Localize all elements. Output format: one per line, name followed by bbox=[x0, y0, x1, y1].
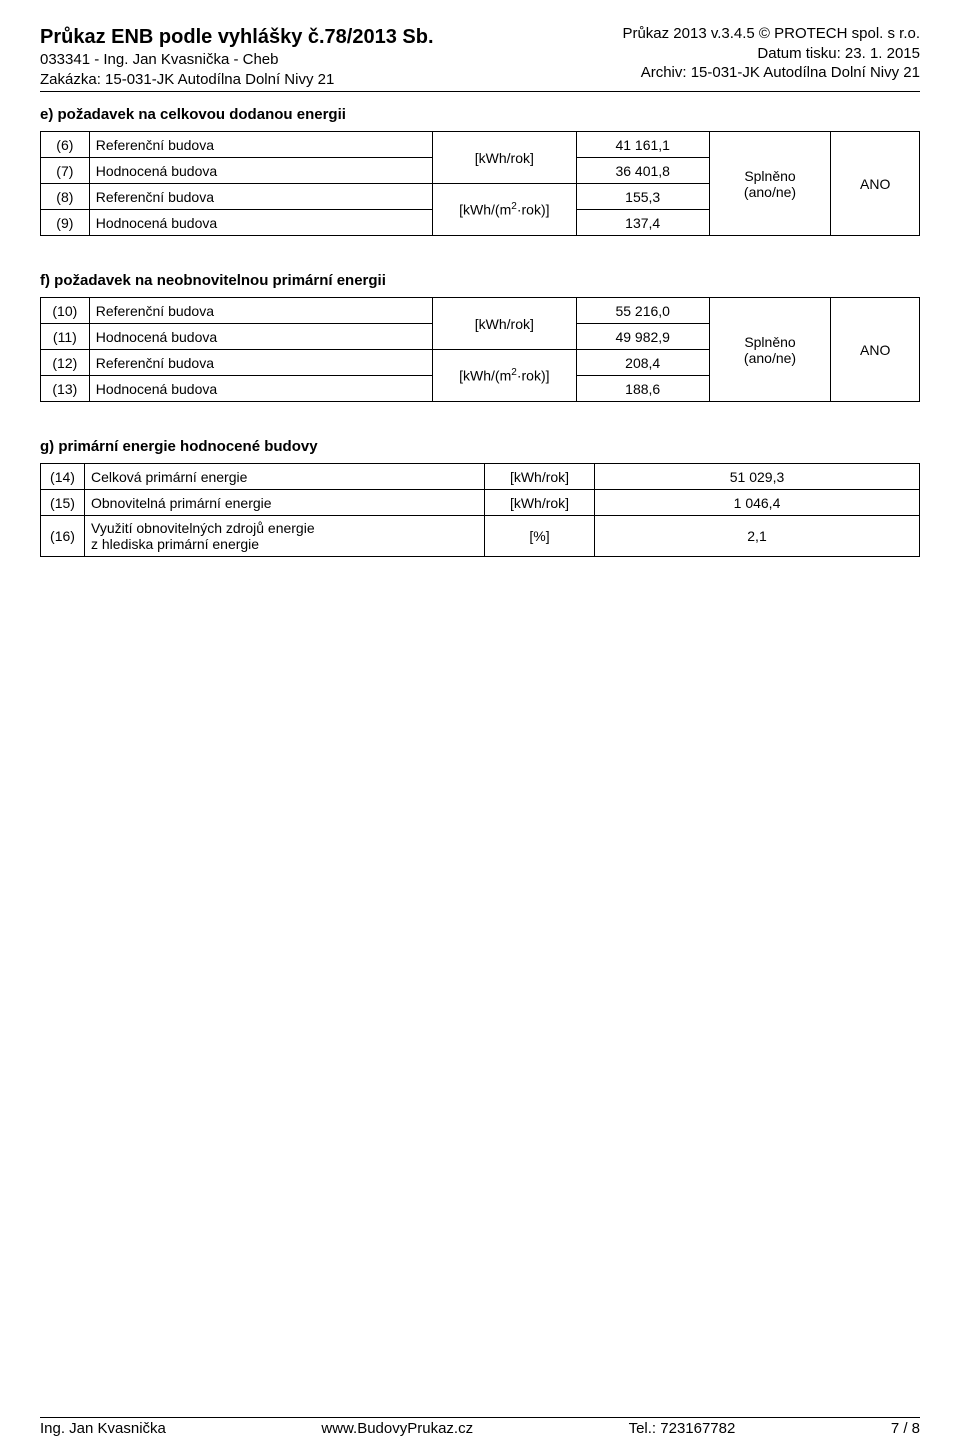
row-value: 2,1 bbox=[595, 516, 920, 557]
row-label-l1: Využití obnovitelných zdrojů energie bbox=[91, 520, 315, 536]
unit-cell: [kWh/(m2·rok)] bbox=[432, 350, 576, 402]
row-label: Celková primární energie bbox=[85, 464, 485, 490]
row-label: Referenční budova bbox=[89, 132, 432, 158]
row-value: 55 216,0 bbox=[576, 298, 709, 324]
page: Průkaz ENB podle vyhlášky č.78/2013 Sb. … bbox=[0, 0, 960, 1455]
row-value: 41 161,1 bbox=[576, 132, 709, 158]
row-num: (14) bbox=[41, 464, 85, 490]
page-footer: Ing. Jan Kvasnička www.BudovyPrukaz.cz T… bbox=[40, 1417, 920, 1437]
header-left-line2: 033341 - Ing. Jan Kvasnička - Cheb bbox=[40, 50, 434, 70]
row-label: Hodnocená budova bbox=[89, 324, 432, 350]
page-header: Průkaz ENB podle vyhlášky č.78/2013 Sb. … bbox=[40, 24, 920, 92]
splneno-cell: Splněno (ano/ne) bbox=[709, 298, 831, 402]
row-unit: [kWh/rok] bbox=[485, 464, 595, 490]
row-label: Referenční budova bbox=[89, 298, 432, 324]
header-right-line3: Archiv: 15-031-JK Autodílna Dolní Nivy 2… bbox=[622, 63, 920, 83]
header-right-line1: Průkaz 2013 v.3.4.5 © PROTECH spol. s r.… bbox=[622, 24, 920, 44]
footer-page: 7 / 8 bbox=[891, 1420, 920, 1437]
header-left-line3: Zakázka: 15-031-JK Autodílna Dolní Nivy … bbox=[40, 70, 434, 90]
footer-center: www.BudovyPrukaz.cz bbox=[321, 1420, 473, 1437]
row-value: 188,6 bbox=[576, 376, 709, 402]
splneno-cell: Splněno (ano/ne) bbox=[709, 132, 831, 236]
row-label: Využití obnovitelných zdrojů energie z h… bbox=[85, 516, 485, 557]
footer-tel: Tel.: 723167782 bbox=[629, 1420, 736, 1437]
row-num: (11) bbox=[41, 324, 90, 350]
unit2-prefix: [kWh/(m bbox=[459, 202, 511, 218]
row-num: (8) bbox=[41, 184, 90, 210]
table-row: (10) Referenční budova [kWh/rok] 55 216,… bbox=[41, 298, 920, 324]
section-e-title: e) požadavek na celkovou dodanou energii bbox=[40, 106, 920, 123]
table-row: (6) Referenční budova [kWh/rok] 41 161,1… bbox=[41, 132, 920, 158]
row-num: (12) bbox=[41, 350, 90, 376]
unit-cell: [kWh/rok] bbox=[432, 132, 576, 184]
row-num: (13) bbox=[41, 376, 90, 402]
row-unit: [kWh/rok] bbox=[485, 490, 595, 516]
row-value: 51 029,3 bbox=[595, 464, 920, 490]
section-g-title: g) primární energie hodnocené budovy bbox=[40, 438, 920, 455]
splneno-l2: (ano/ne) bbox=[744, 184, 796, 200]
row-label: Hodnocená budova bbox=[89, 376, 432, 402]
splneno-l1: Splněno bbox=[744, 334, 795, 350]
row-num: (9) bbox=[41, 210, 90, 236]
row-value: 1 046,4 bbox=[595, 490, 920, 516]
row-label: Referenční budova bbox=[89, 350, 432, 376]
row-num: (16) bbox=[41, 516, 85, 557]
unit2-suffix: ·rok)] bbox=[517, 202, 550, 218]
header-right: Průkaz 2013 v.3.4.5 © PROTECH spol. s r.… bbox=[622, 24, 920, 89]
row-value: 208,4 bbox=[576, 350, 709, 376]
row-value: 49 982,9 bbox=[576, 324, 709, 350]
unit2-suffix: ·rok)] bbox=[517, 368, 550, 384]
unit-cell: [kWh/rok] bbox=[432, 298, 576, 350]
table-row: (15) Obnovitelná primární energie [kWh/r… bbox=[41, 490, 920, 516]
splneno-l2: (ano/ne) bbox=[744, 350, 796, 366]
row-value: 36 401,8 bbox=[576, 158, 709, 184]
table-row: (14) Celková primární energie [kWh/rok] … bbox=[41, 464, 920, 490]
row-num: (10) bbox=[41, 298, 90, 324]
splneno-l1: Splněno bbox=[744, 168, 795, 184]
row-value: 155,3 bbox=[576, 184, 709, 210]
row-num: (7) bbox=[41, 158, 90, 184]
row-unit: [%] bbox=[485, 516, 595, 557]
header-title: Průkaz ENB podle vyhlášky č.78/2013 Sb. bbox=[40, 24, 434, 50]
header-left: Průkaz ENB podle vyhlášky č.78/2013 Sb. … bbox=[40, 24, 434, 89]
row-value: 137,4 bbox=[576, 210, 709, 236]
row-label: Obnovitelná primární energie bbox=[85, 490, 485, 516]
unit-cell: [kWh/(m2·rok)] bbox=[432, 184, 576, 236]
row-label-l2: z hlediska primární energie bbox=[91, 536, 259, 552]
unit2-prefix: [kWh/(m bbox=[459, 368, 511, 384]
header-right-line2: Datum tisku: 23. 1. 2015 bbox=[622, 44, 920, 64]
row-num: (6) bbox=[41, 132, 90, 158]
row-label: Hodnocená budova bbox=[89, 210, 432, 236]
result-cell: ANO bbox=[831, 132, 920, 236]
section-f-title: f) požadavek na neobnovitelnou primární … bbox=[40, 272, 920, 289]
result-cell: ANO bbox=[831, 298, 920, 402]
footer-left: Ing. Jan Kvasnička bbox=[40, 1420, 166, 1437]
row-num: (15) bbox=[41, 490, 85, 516]
section-e-table: (6) Referenční budova [kWh/rok] 41 161,1… bbox=[40, 131, 920, 236]
section-g-table: (14) Celková primární energie [kWh/rok] … bbox=[40, 463, 920, 557]
row-label: Hodnocená budova bbox=[89, 158, 432, 184]
row-label: Referenční budova bbox=[89, 184, 432, 210]
table-row: (16) Využití obnovitelných zdrojů energi… bbox=[41, 516, 920, 557]
section-f-table: (10) Referenční budova [kWh/rok] 55 216,… bbox=[40, 297, 920, 402]
